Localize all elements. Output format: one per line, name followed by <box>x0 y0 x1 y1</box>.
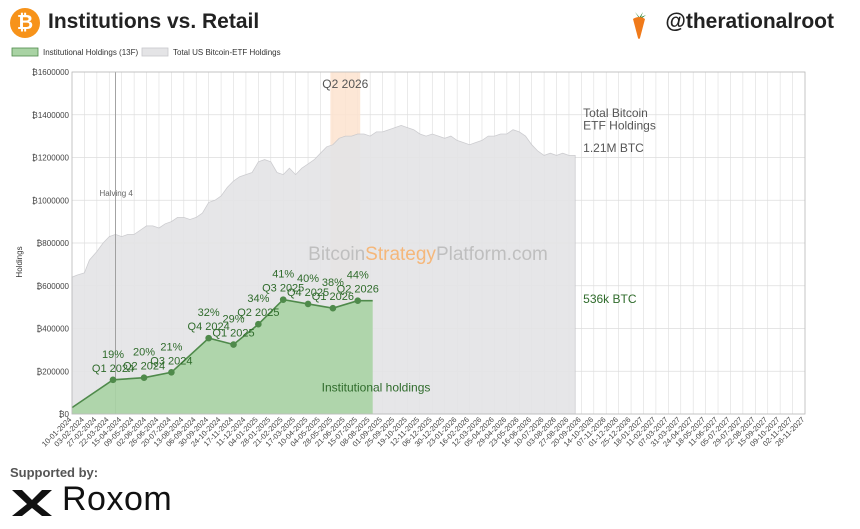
quarter-point <box>279 296 287 303</box>
legend-swatch-institutional <box>11 47 39 57</box>
quarter-pct-label: 19% <box>102 349 124 361</box>
watermark-text: BitcoinStrategyPlatform.com <box>308 244 548 265</box>
institutional-line <box>71 298 373 409</box>
y-tick-label: ₿200000 <box>36 367 69 376</box>
chart: Institutional Holdings (13F) Total US Bi… <box>11 47 806 449</box>
y-tick-label: ₿1000000 <box>32 196 70 205</box>
quarter-name-label: Q3 2024 <box>150 355 192 367</box>
total-label-line1: Total Bitcoin <box>583 106 648 120</box>
quarter-point <box>230 341 237 348</box>
institutional-area <box>72 299 373 414</box>
quarter-name-label: Q3 2025 <box>262 283 304 295</box>
brand-handle: @therationalroot <box>665 10 834 33</box>
total-etf-area <box>71 124 576 415</box>
y-tick-label: ₿1600000 <box>32 68 70 77</box>
quarter-pct-label: 21% <box>160 341 182 353</box>
halving-label: Halving 4 <box>99 189 133 198</box>
quarter-name-label: Q2 2025 <box>237 307 279 319</box>
total-label-line2: ETF Holdings <box>583 119 656 133</box>
quarter-name-label: Q4 2025 <box>287 287 329 299</box>
area-layer: Halving 4 <box>71 72 576 415</box>
highlight-label: Q2 2026 <box>322 77 368 91</box>
quarter-name-label: Q2 2026 <box>337 284 379 296</box>
supported-by-label: Supported by: <box>10 465 99 480</box>
quarter-name-label: Q2 2024 <box>123 361 165 373</box>
quarter-pct-label: 41% <box>272 269 294 281</box>
quarter-pct-label: 20% <box>133 347 155 359</box>
quarter-pct-label: 32% <box>198 307 220 319</box>
plot-border <box>71 71 806 415</box>
quarter-pct-label: 29% <box>222 314 244 326</box>
quarter-point <box>168 369 175 376</box>
quarter-pct-label: 38% <box>322 277 344 289</box>
axis-layer: ₿0 ₿200000 ₿400000 ₿600000 ₿800000 ₿1000000 ₿1… <box>32 68 806 449</box>
chart-legend: Institutional Holdings (13F) Total US Bi… <box>11 47 281 57</box>
quarter-pct-label: 44% <box>347 270 369 282</box>
y-tick-label: ₿800000 <box>36 239 69 248</box>
quarter-name-label: Q1 2026 <box>312 291 354 303</box>
quarter-pct-label: 34% <box>247 293 269 305</box>
quarter-point <box>205 334 212 342</box>
quarter-point <box>109 376 117 384</box>
bitcoin-icon: ₿ <box>10 8 40 38</box>
quarter-name-label: Q1 2024 <box>92 363 134 375</box>
quarter-point <box>354 297 362 305</box>
sponsor-name: Roxom <box>62 480 173 518</box>
watermark-part: Strategy <box>365 244 436 265</box>
quarter-name-label: Q4 2024 <box>188 321 230 333</box>
quarter-point <box>304 300 312 308</box>
y-tick-label: ₿600000 <box>36 282 69 291</box>
header: ₿ Institutions vs. Retail @therationalro… <box>0 0 860 46</box>
watermark: BitcoinStrategyPlatform.com <box>308 244 548 265</box>
quarter-pct-label: 40% <box>297 273 319 285</box>
legend-swatch-total <box>141 47 169 57</box>
quarter-point <box>140 374 148 381</box>
annotation-layer: 19% Q1 2024 20% Q2 2024 21% Q3 2024 32% Q4 2024… <box>92 106 656 395</box>
institutional-value-label: 536k BTC <box>583 292 637 306</box>
carrot-icon <box>633 12 646 39</box>
roxom-logo-icon <box>12 490 52 516</box>
total-value-label: 1.21M BTC <box>583 141 644 155</box>
quarter-point <box>329 304 337 312</box>
y-tick-label: ₿1200000 <box>32 154 70 163</box>
y-axis-label: Holdings <box>15 246 24 277</box>
watermark-part: Bitcoin <box>308 244 365 265</box>
legend-label-institutional: Institutional Holdings (13F) <box>43 48 138 57</box>
legend-label-total: Total US Bitcoin-ETF Holdings <box>173 48 281 57</box>
watermark-part: Platform.com <box>436 244 548 265</box>
y-tick-label: ₿400000 <box>36 325 69 334</box>
y-tick-label: ₿0 <box>59 410 70 419</box>
quarter-name-label: Q1 2025 <box>212 328 254 340</box>
page-title: Institutions vs. Retail <box>48 10 260 33</box>
institutional-area-label: Institutional holdings <box>322 381 431 395</box>
quarter-point <box>255 320 262 328</box>
y-tick-label: ₿1400000 <box>32 111 70 120</box>
